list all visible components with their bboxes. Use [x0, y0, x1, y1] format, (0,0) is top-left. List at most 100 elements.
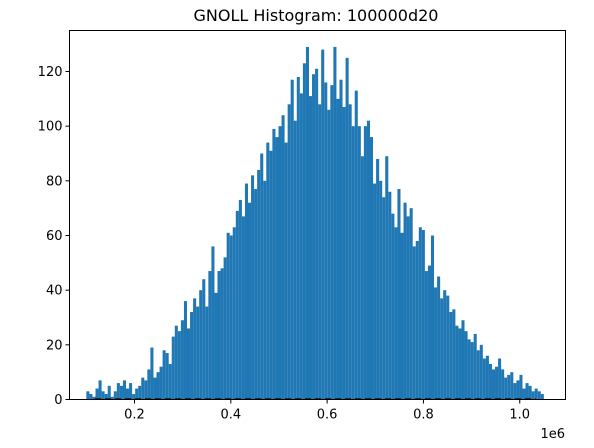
histogram-bar — [305, 46, 309, 400]
histogram-bar — [272, 128, 276, 400]
histogram-bar — [400, 232, 404, 400]
axes-frame — [69, 30, 566, 400]
x-tick-label: 0.2 — [124, 408, 145, 423]
histogram-bar — [156, 372, 160, 400]
histogram-bar — [244, 183, 248, 400]
histogram-bar — [327, 109, 331, 400]
histogram-bar — [95, 388, 99, 400]
histogram-bar — [510, 372, 514, 400]
histogram-bar — [190, 312, 194, 400]
x-tick-label: 0.4 — [220, 408, 241, 423]
histogram-bar — [107, 385, 111, 400]
histogram-bar — [171, 336, 175, 400]
histogram-bar — [363, 126, 367, 400]
histogram-bar — [394, 227, 398, 400]
histogram-bar — [330, 85, 334, 400]
y-tick-label: 80 — [46, 174, 63, 189]
histogram-bar — [235, 210, 239, 400]
histogram-bar — [196, 306, 200, 400]
histogram-bar — [296, 76, 300, 400]
histogram-bar — [241, 216, 245, 400]
histogram-bar — [248, 202, 252, 400]
histogram-bar — [284, 142, 288, 400]
histogram-bar — [467, 339, 471, 400]
histogram-bar — [257, 169, 261, 400]
histogram-bar — [345, 57, 349, 400]
histogram-bar — [336, 98, 340, 400]
histogram-bar — [495, 366, 499, 400]
y-tick-label: 60 — [46, 229, 63, 244]
histogram-bar — [418, 227, 422, 400]
histogram-bar — [113, 391, 117, 400]
histogram-bar — [440, 298, 444, 400]
histogram-bar — [217, 271, 221, 400]
histogram-bar — [144, 380, 148, 400]
x-tick-label: 1.0 — [509, 408, 530, 423]
histogram-bar — [238, 199, 242, 400]
histogram-bar — [205, 306, 209, 400]
histogram-bar — [449, 312, 453, 400]
histogram-bar — [519, 374, 523, 400]
histogram-bar — [214, 292, 218, 400]
histogram-bar — [446, 295, 450, 400]
histogram-bar — [333, 46, 337, 400]
histogram-bar — [461, 320, 465, 400]
y-tick-label: 40 — [46, 284, 63, 299]
histogram-bar — [485, 355, 489, 400]
histogram-bar — [507, 374, 511, 400]
histogram-bar — [177, 331, 181, 400]
histogram-bar — [373, 183, 377, 400]
histogram-bar — [129, 383, 133, 400]
histogram-bar — [165, 353, 169, 400]
y-tick-label: 20 — [46, 338, 63, 353]
histogram-bar — [122, 380, 126, 400]
histogram-bar — [312, 74, 316, 400]
histogram-bar — [278, 126, 282, 400]
histogram-bar — [403, 202, 407, 400]
histogram-bar — [354, 90, 358, 400]
histogram-bar — [406, 216, 410, 400]
histogram-bar — [479, 344, 483, 400]
histogram-bar — [434, 287, 438, 400]
histogram-bar — [537, 391, 541, 400]
histogram-bar — [476, 350, 480, 400]
histogram-bar — [299, 93, 303, 400]
x-tick-label: 0.6 — [317, 408, 338, 423]
histogram-bar — [126, 388, 130, 400]
y-axis-ticks: 0 20 40 60 80 100 120 — [38, 65, 70, 408]
histogram-bar — [397, 189, 401, 400]
histogram-bar — [348, 104, 352, 400]
histogram-bar — [293, 120, 297, 400]
histogram-bar — [226, 232, 230, 400]
x-tick-label: 0.8 — [413, 408, 434, 423]
histogram-bar — [202, 279, 206, 400]
histogram-bar — [427, 265, 431, 400]
histogram-bar — [208, 271, 212, 400]
histogram-bar — [452, 309, 456, 400]
histogram-bar — [101, 391, 105, 400]
histogram-bar — [321, 49, 325, 400]
histogram-bar — [430, 235, 435, 400]
histogram-bar — [385, 156, 389, 400]
histogram-bar — [342, 107, 346, 400]
histogram-bar — [110, 396, 114, 400]
histogram-bar — [491, 369, 496, 400]
histogram-bar — [504, 377, 508, 400]
histogram-bar — [251, 175, 255, 400]
histogram-bar — [525, 383, 529, 400]
histogram-bar — [388, 191, 392, 400]
histogram-bar — [229, 235, 233, 400]
histogram-bar — [482, 358, 486, 400]
histogram-bar — [223, 257, 227, 400]
histogram-bar — [421, 230, 425, 400]
y-tick-label: 0 — [54, 393, 62, 408]
histogram-bar — [424, 271, 428, 400]
histogram-bars — [86, 46, 544, 400]
x-axis-ticks: 0.2 0.4 0.6 0.8 1.0 — [124, 399, 530, 423]
histogram-bar — [360, 156, 364, 400]
histogram-bar — [443, 290, 447, 400]
chart-title: GNOLL Histogram: 100000d20 — [194, 6, 439, 25]
histogram-bar — [180, 320, 184, 400]
histogram-bar — [409, 208, 413, 400]
